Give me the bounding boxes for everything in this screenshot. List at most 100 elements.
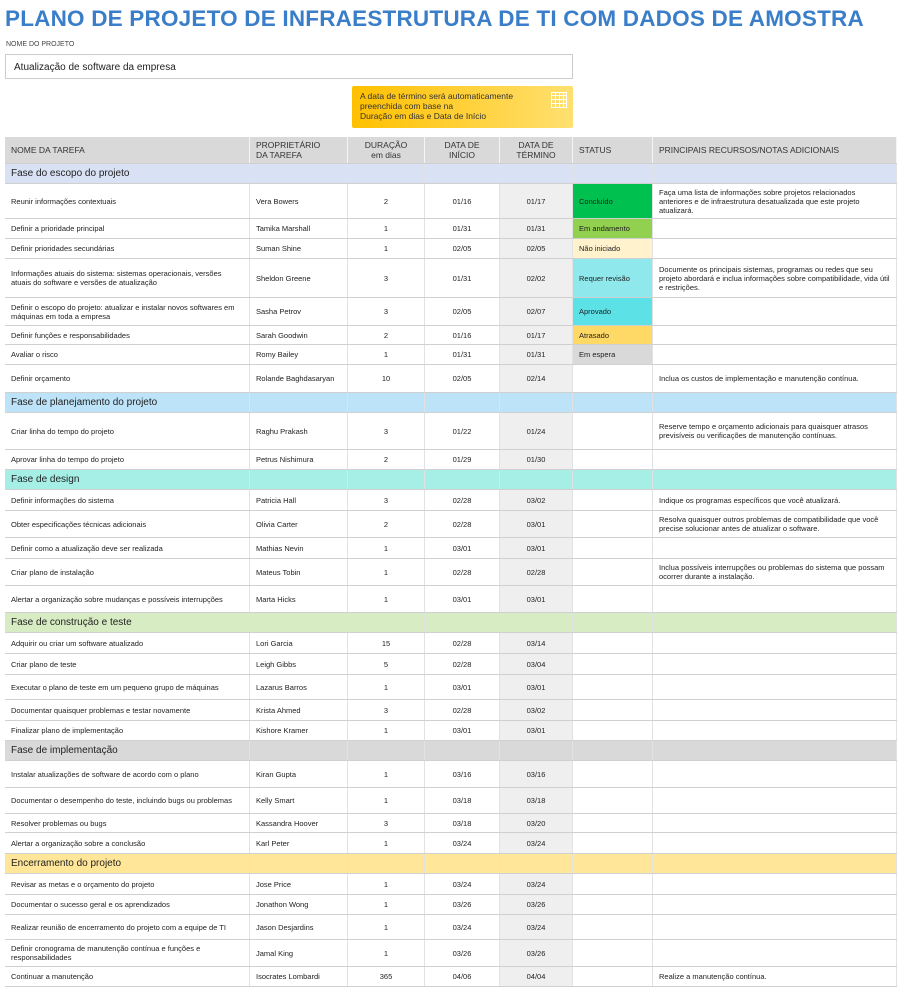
header-line: NOME DA TAREFA [11, 145, 85, 155]
header-text: STATUS [579, 145, 611, 155]
header-line: DATA DE [444, 140, 480, 150]
status-cell [573, 633, 653, 653]
phase-name: Fase de planejamento do projeto [5, 393, 250, 412]
task-row: Alertar a organização sobre mudanças e p… [5, 586, 897, 613]
duration-cell: 3 [348, 259, 425, 297]
status-cell [573, 490, 653, 510]
start-cell: 01/16 [425, 184, 500, 218]
notes-cell [653, 326, 897, 344]
owner-cell: Krista Ahmed [250, 700, 348, 720]
task-cell: Documentar quaisquer problemas e testar … [5, 700, 250, 720]
task-cell: Avaliar o risco [5, 345, 250, 364]
task-row: Definir informações do sistema Patricia H… [5, 490, 897, 511]
status-cell [573, 559, 653, 585]
owner-cell: Suman Shine [250, 239, 348, 258]
owner-cell: Tamika Marshall [250, 219, 348, 238]
header-cell: DURAÇÃO em dias [348, 137, 425, 163]
end-cell: 02/14 [500, 365, 573, 392]
task-cell: Definir funções e responsabilidades [5, 326, 250, 344]
status-cell [573, 654, 653, 674]
status-cell [573, 511, 653, 537]
phase-cell [348, 164, 425, 183]
status-cell [573, 814, 653, 832]
header-text: DURAÇÃO em dias [365, 140, 408, 160]
task-row: Definir prioridades secundárias Suman Shi… [5, 239, 897, 259]
phase-name: Fase do escopo do projeto [5, 164, 250, 183]
phase-cell [425, 470, 500, 489]
end-cell: 01/30 [500, 450, 573, 469]
owner-cell: Kiran Gupta [250, 761, 348, 787]
phase-cell [250, 854, 348, 873]
owner-cell: Romy Bailey [250, 345, 348, 364]
status-cell [573, 721, 653, 740]
phase-row: Fase do escopo do projeto [5, 164, 897, 184]
owner-cell: Petrus Nishimura [250, 450, 348, 469]
phase-cell [425, 741, 500, 760]
start-cell: 02/28 [425, 654, 500, 674]
phase-cell [425, 393, 500, 412]
end-cell: 03/02 [500, 700, 573, 720]
task-cell: Revisar as metas e o orçamento do projet… [5, 874, 250, 894]
task-cell: Definir orçamento [5, 365, 250, 392]
task-row: Informações atuais do sistema: sistemas … [5, 259, 897, 298]
duration-cell: 5 [348, 654, 425, 674]
header-line: STATUS [579, 145, 612, 155]
notes-cell: Realize a manutenção contínua. [653, 967, 897, 986]
task-row: Criar plano de instalação Mateus Tobin 1 02… [5, 559, 897, 586]
task-cell: Finalizar plano de implementação [5, 721, 250, 740]
duration-cell: 1 [348, 675, 425, 699]
task-row: Reunir informações contextuais Vera Bower… [5, 184, 897, 219]
end-cell: 03/24 [500, 915, 573, 939]
phase-name: Fase de construção e teste [5, 613, 250, 632]
start-cell: 02/05 [425, 239, 500, 258]
start-cell: 03/24 [425, 833, 500, 853]
duration-cell: 1 [348, 915, 425, 939]
status-cell [573, 413, 653, 449]
end-cell: 01/17 [500, 326, 573, 344]
duration-cell: 1 [348, 538, 425, 558]
notes-cell [653, 721, 897, 740]
notes-cell [653, 298, 897, 325]
status-cell [573, 538, 653, 558]
status-cell: Atrasado [573, 326, 653, 344]
notes-cell [653, 833, 897, 853]
end-cell: 01/24 [500, 413, 573, 449]
end-cell: 03/14 [500, 633, 573, 653]
task-row: Definir orçamento Rolande Baghdasaryan 10 0… [5, 365, 897, 393]
notes-cell: Resolva quaisquer outros problemas de co… [653, 511, 897, 537]
duration-cell: 1 [348, 833, 425, 853]
status-cell [573, 967, 653, 986]
owner-cell: Jonathon Wong [250, 895, 348, 914]
phase-cell [653, 613, 897, 632]
status-cell [573, 895, 653, 914]
phase-cell [348, 393, 425, 412]
status-cell [573, 365, 653, 392]
phase-cell [348, 470, 425, 489]
owner-cell: Leigh Gibbs [250, 654, 348, 674]
task-cell: Alertar a organização sobre a conclusão [5, 833, 250, 853]
end-cell: 01/31 [500, 219, 573, 238]
owner-cell: Sheldon Greene [250, 259, 348, 297]
start-cell: 03/24 [425, 915, 500, 939]
task-cell: Definir cronograma de manutenção contínu… [5, 940, 250, 966]
owner-cell: Kishore Kramer [250, 721, 348, 740]
notes-cell [653, 345, 897, 364]
task-cell: Definir como a atualização deve ser real… [5, 538, 250, 558]
task-row: Criar plano de teste Leigh Gibbs 5 02/28 03/… [5, 654, 897, 675]
end-cell: 03/26 [500, 895, 573, 914]
duration-cell: 2 [348, 511, 425, 537]
start-cell: 01/16 [425, 326, 500, 344]
end-cell: 03/01 [500, 675, 573, 699]
status-cell: Aprovado [573, 298, 653, 325]
phase-cell [500, 164, 573, 183]
notes-cell [653, 219, 897, 238]
header-cell: DATA DE TÉRMINO [500, 137, 573, 163]
status-cell [573, 915, 653, 939]
duration-cell: 3 [348, 490, 425, 510]
notes-cell: Documente os principais sistemas, progra… [653, 259, 897, 297]
phase-cell [653, 854, 897, 873]
duration-cell: 1 [348, 239, 425, 258]
note-line: preenchida com base na [360, 101, 454, 111]
notes-cell [653, 814, 897, 832]
status-cell [573, 874, 653, 894]
